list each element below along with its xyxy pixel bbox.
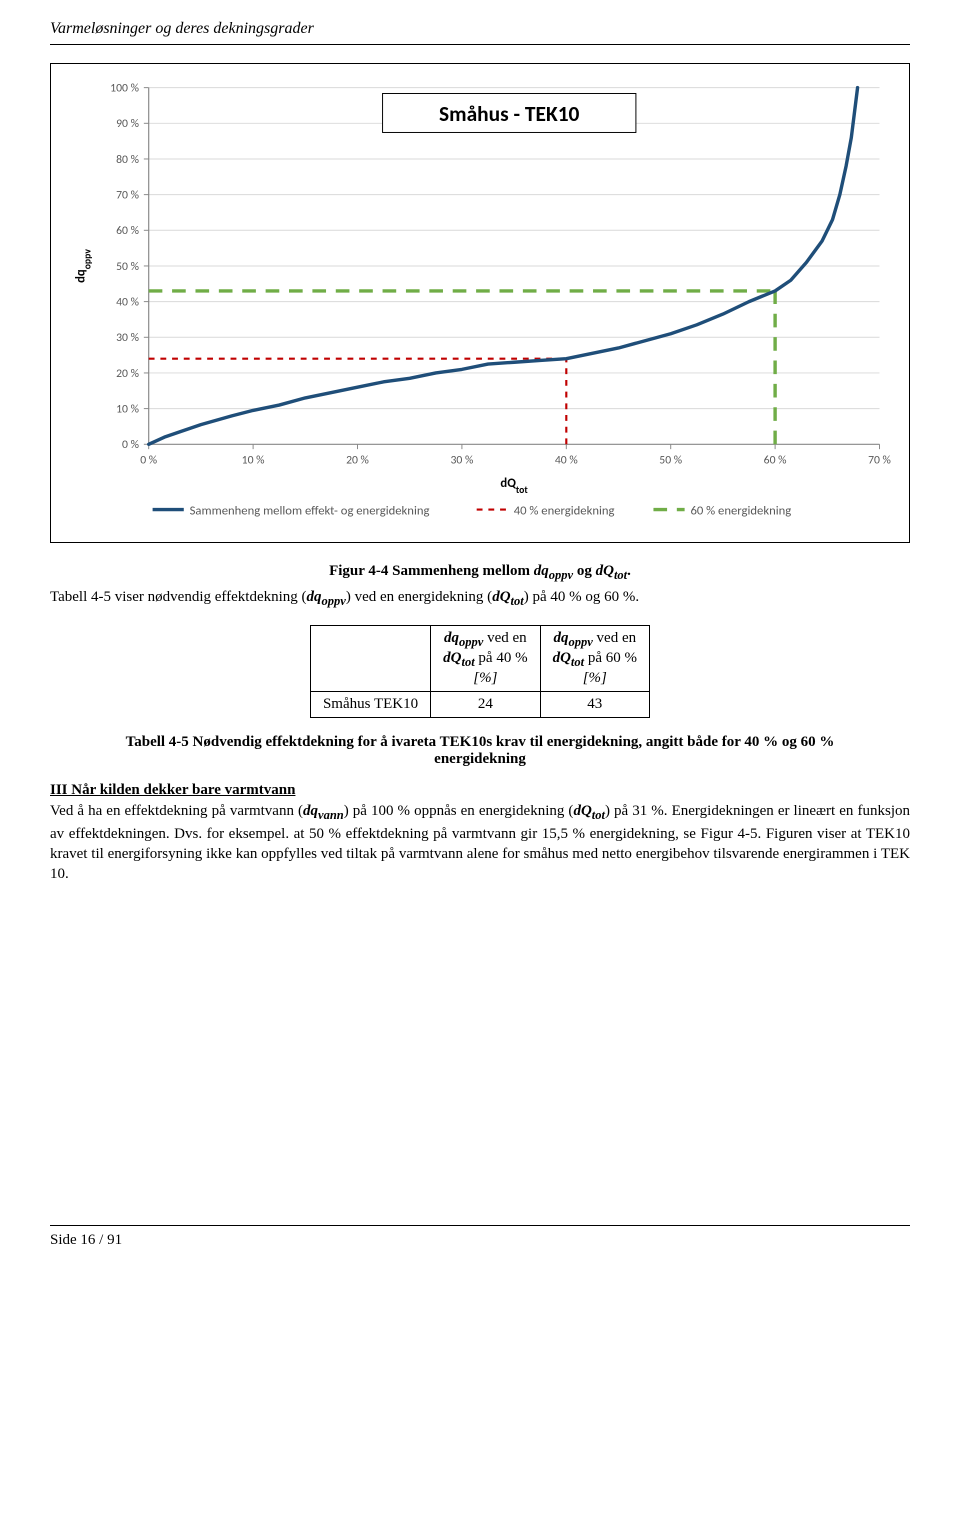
svg-text:80 %: 80 % — [116, 153, 139, 167]
svg-text:20 %: 20 % — [116, 367, 139, 381]
fig-cap-suf: . — [627, 563, 631, 579]
table-row: dqoppv ved en dQtot på 40 % [%] dqoppv v… — [310, 625, 649, 691]
c60-l3: dQtot — [553, 650, 585, 666]
col-60: dqoppv ved en dQtot på 60 % [%] — [540, 625, 649, 691]
svg-text:dqoppv: dqoppv — [73, 249, 93, 283]
c40-l1: dqoppv — [444, 630, 483, 646]
chart-container: 0 % 10 % 20 % 30 % 40 % 50 % 60 % 70 % 80 % 90 % 1… — [50, 63, 910, 543]
cell-40: 24 — [431, 691, 540, 717]
svg-text:60 %: 60 % — [116, 224, 139, 238]
c60-l1: dqoppv — [553, 630, 592, 646]
intro-v2: dQtot — [492, 589, 524, 605]
c40-l5: [%] — [473, 670, 497, 686]
svg-text:70 %: 70 % — [116, 189, 139, 203]
svg-text:70 %: 70 % — [868, 454, 891, 468]
c40-l3: dQtot — [443, 650, 475, 666]
intro-v1: dqoppv — [307, 589, 346, 605]
footer-text: Side 16 / 91 — [50, 1232, 122, 1248]
svg-text:50 %: 50 % — [659, 454, 682, 468]
svg-text:Småhus - TEK10: Småhus - TEK10 — [439, 101, 580, 127]
svg-text:Sammenheng mellom effekt- og e: Sammenheng mellom effekt- og energidekni… — [190, 503, 430, 518]
svg-text:50 %: 50 % — [116, 260, 139, 274]
c40-l2: ved en — [483, 630, 526, 646]
table-corner — [310, 625, 430, 691]
fig-cap-a: Figur 4-4 Sammenheng mellom — [329, 563, 534, 579]
fig-cap-mid: og — [573, 563, 596, 579]
section-3-heading: III Når kilden dekker bare varmtvann — [50, 782, 910, 799]
svg-text:30 %: 30 % — [116, 331, 139, 345]
page-header: Varmeløsninger og deres dekningsgrader — [50, 20, 910, 45]
svg-text:60 %: 60 % — [764, 454, 787, 468]
svg-text:90 %: 90 % — [116, 117, 139, 131]
svg-text:60 % energidekning: 60 % energidekning — [690, 503, 791, 518]
intro-c: ) på 40 % og 60 %. — [524, 589, 639, 605]
table-row: Småhus TEK10 24 43 — [310, 691, 649, 717]
s3-b: ) på 100 % oppnås en energidekning ( — [344, 803, 574, 819]
svg-text:10 %: 10 % — [116, 403, 139, 417]
section-3: III Når kilden dekker bare varmtvann Ved… — [50, 782, 910, 885]
svg-text:40 %: 40 % — [116, 296, 139, 310]
svg-text:20 %: 20 % — [346, 454, 369, 468]
svg-text:0 %: 0 % — [122, 438, 139, 452]
table-caption: Tabell 4-5 Nødvendig effektdekning for å… — [90, 734, 870, 768]
page-footer: Side 16 / 91 — [50, 1225, 910, 1249]
c60-l4: på 60 % — [584, 650, 637, 666]
s3-v2: dQtot — [573, 803, 605, 819]
cell-60: 43 — [540, 691, 649, 717]
section-3-paragraph: Ved å ha en effektdekning på varmtvann (… — [50, 801, 910, 885]
intro-a: Tabell 4-5 viser nødvendig effektdekning… — [50, 589, 307, 605]
svg-text:0 %: 0 % — [140, 454, 157, 468]
intro-b: ) ved en energidekning ( — [346, 589, 492, 605]
chart-svg: 0 % 10 % 20 % 30 % 40 % 50 % 60 % 70 % 80 % 90 % 1… — [61, 74, 899, 532]
fig-cap-v1: dqoppv — [534, 563, 573, 579]
svg-text:30 %: 30 % — [450, 454, 473, 468]
svg-text:10 %: 10 % — [242, 454, 265, 468]
c40-l4: på 40 % — [475, 650, 528, 666]
row-label: Småhus TEK10 — [310, 691, 430, 717]
svg-text:100 %: 100 % — [110, 82, 139, 96]
s3-a: Ved å ha en effektdekning på varmtvann ( — [50, 803, 303, 819]
c60-l2: ved en — [593, 630, 636, 646]
svg-text:40 %: 40 % — [555, 454, 578, 468]
col-40: dqoppv ved en dQtot på 40 % [%] — [431, 625, 540, 691]
header-title: Varmeløsninger og deres dekningsgrader — [50, 20, 314, 37]
s3-v1: dqvann — [303, 803, 344, 819]
figure-caption: Figur 4-4 Sammenheng mellom dqoppv og dQ… — [50, 563, 910, 583]
c60-l5: [%] — [583, 670, 607, 686]
svg-text:dQtot: dQtot — [500, 476, 528, 496]
svg-text:40 % energidekning: 40 % energidekning — [514, 503, 615, 518]
intro-paragraph: Tabell 4-5 viser nødvendig effektdekning… — [50, 589, 910, 609]
data-table: dqoppv ved en dQtot på 40 % [%] dqoppv v… — [310, 625, 650, 718]
fig-cap-v2: dQtot — [596, 563, 628, 579]
